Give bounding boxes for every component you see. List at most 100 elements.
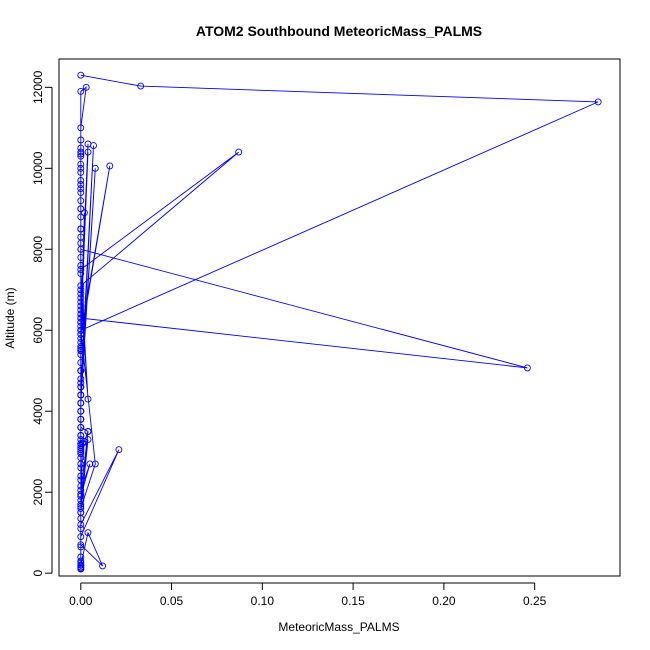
x-tick-label: 0.00: [69, 594, 93, 608]
y-axis: 0 2000 4000 6000 8000 10000 12000: [31, 70, 53, 577]
data-point: [77, 270, 85, 278]
data-point: [77, 541, 85, 549]
data-point: [77, 533, 85, 541]
data-point: [80, 438, 88, 446]
data-point: [77, 407, 85, 415]
data-point: [77, 432, 85, 439]
data-point: [77, 87, 85, 95]
data-point: [77, 391, 85, 399]
x-tick-label: 0.20: [432, 594, 456, 608]
data-point: [77, 379, 85, 387]
data-point: [77, 290, 85, 298]
data-point: [77, 205, 85, 213]
data-point: [91, 164, 99, 172]
data-point: [77, 253, 85, 261]
data-point: [77, 504, 85, 512]
data-point: [86, 460, 94, 468]
x-tick-label: 0.05: [160, 594, 184, 608]
data-point: [77, 181, 85, 188]
data-point: [77, 302, 85, 310]
x-tick-label: 0.25: [523, 594, 547, 608]
data-point: [77, 521, 85, 529]
series-points-group: [77, 71, 602, 573]
data-point: [77, 415, 85, 423]
data-point: [77, 448, 85, 456]
data-point: [77, 314, 85, 322]
data-point: [99, 562, 107, 570]
data-point: [77, 330, 85, 338]
data-point: [77, 164, 85, 172]
data-point: [77, 492, 85, 500]
data-point: [77, 359, 85, 367]
data-point: [77, 322, 85, 330]
data-point: [77, 423, 85, 431]
data-point: [77, 282, 85, 290]
data-point: [77, 440, 85, 448]
data-point: [77, 508, 85, 516]
data-point: [594, 98, 602, 106]
data-point: [77, 266, 85, 273]
data-point: [77, 185, 85, 193]
data-point: [77, 444, 85, 452]
data-point: [77, 160, 85, 168]
data-point: [235, 148, 243, 156]
data-point: [77, 565, 85, 573]
x-tick-label: 0.10: [251, 594, 275, 608]
data-point: [77, 298, 85, 306]
data-point: [77, 144, 85, 152]
data-point: [77, 213, 85, 221]
data-point: [84, 148, 92, 156]
chart-title: ATOM2 Southbound MeteoricMass_PALMS: [196, 23, 482, 39]
data-point: [77, 71, 85, 79]
data-point: [80, 209, 88, 217]
data-point: [77, 318, 85, 326]
data-point: [77, 245, 85, 253]
data-point: [77, 472, 85, 480]
data-point: [77, 286, 85, 294]
y-tick-label: 10000: [31, 151, 45, 185]
y-axis-label: Altitude (m): [3, 287, 17, 348]
data-point: [77, 310, 85, 318]
y-tick-label: 8000: [31, 236, 45, 263]
data-point: [77, 342, 85, 350]
data-point: [77, 306, 85, 314]
data-point: [77, 561, 85, 569]
data-point: [84, 428, 92, 435]
y-tick-label: 0: [31, 570, 45, 577]
data-point: [77, 383, 85, 391]
data-point: [77, 464, 85, 472]
data-point: [77, 543, 85, 551]
data-point: [77, 197, 85, 205]
data-point: [523, 364, 531, 372]
y-tick-label: 6000: [31, 317, 45, 344]
data-point: [77, 351, 85, 358]
data-point: [77, 189, 85, 197]
data-point: [77, 347, 85, 354]
data-point: [91, 460, 99, 468]
data-point: [77, 262, 85, 269]
data-point: [77, 482, 85, 490]
y-tick-label: 4000: [31, 398, 45, 425]
data-point: [77, 225, 85, 233]
data-point: [77, 233, 85, 241]
data-point: [77, 460, 85, 468]
x-axis: 0.00 0.05 0.10 0.15 0.20 0.25: [69, 582, 547, 608]
data-point: [77, 168, 85, 176]
x-axis-label: MeteoricMass_PALMS: [278, 620, 399, 634]
data-point: [79, 440, 87, 448]
data-point: [77, 294, 85, 302]
data-point: [77, 136, 85, 144]
data-point: [115, 446, 123, 454]
data-point: [77, 525, 85, 533]
data-point: [77, 399, 85, 407]
series-line-group: [80, 74, 599, 570]
data-point: [84, 529, 92, 537]
data-point: [84, 140, 92, 148]
data-point: [77, 375, 85, 383]
data-point: [84, 395, 92, 403]
data-point: [77, 124, 85, 132]
data-point: [84, 436, 92, 444]
data-point: [106, 162, 114, 170]
data-point: [137, 82, 145, 90]
